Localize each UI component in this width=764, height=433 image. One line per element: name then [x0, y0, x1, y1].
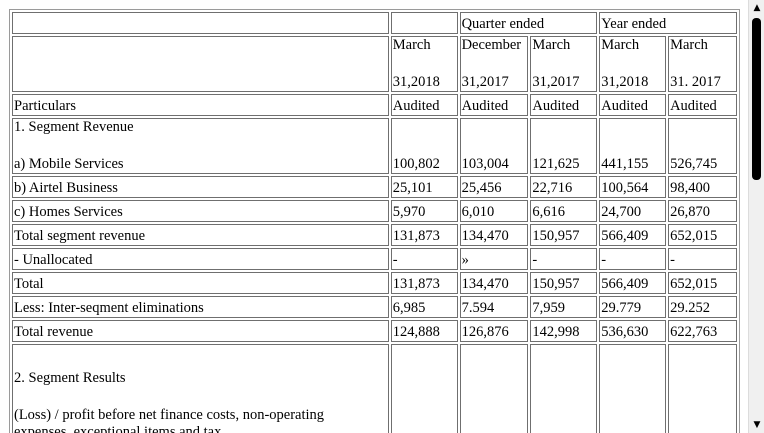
audited-label: Audited: [599, 94, 667, 116]
value-cell: 150,957: [530, 272, 598, 294]
column-date-header: March 31. 2017: [668, 36, 737, 92]
value-cell: 131,873: [390, 224, 458, 246]
value-cell: 134,470: [459, 224, 529, 246]
value-cell: 25,101: [390, 176, 458, 198]
document-viewport: Quarter ended Year ended March 31,2018 De…: [9, 9, 740, 433]
segment-revenue-row: 1. Segment Revenue a) Mobile Services 100…: [12, 118, 737, 174]
segment-results-heading: 2. Segment Results: [14, 370, 126, 386]
audited-label: Audited: [390, 94, 458, 116]
value-cell: [668, 344, 737, 433]
value-cell: 29.779: [599, 296, 667, 318]
value-cell: 7,959: [530, 296, 598, 318]
value-cell: 566,409: [599, 224, 667, 246]
scroll-down-icon[interactable]: ▼: [753, 420, 761, 430]
value-cell: -: [390, 248, 458, 270]
scrollbar-thumb[interactable]: [752, 18, 761, 180]
row-label: Total segment revenue: [12, 224, 389, 246]
value-cell: 134,470: [459, 272, 529, 294]
table-row: c) Homes Services 5,970 6,010 6,616 24,7…: [12, 200, 737, 222]
value-cell: 6,985: [390, 296, 458, 318]
value-cell: 7.594: [459, 296, 529, 318]
row-label: Total: [12, 272, 389, 294]
header-row-periods: Quarter ended Year ended: [12, 12, 737, 34]
value-cell: 126,876: [459, 320, 529, 342]
value-cell: 100,802: [390, 118, 458, 174]
column-date-header: March 31,2017: [530, 36, 598, 92]
value-cell: 24,700: [599, 200, 667, 222]
particulars-header: Particulars: [12, 94, 389, 116]
header-blank-cell: [390, 12, 458, 34]
value-cell: -: [668, 248, 737, 270]
row-label: b) Airtel Business: [12, 176, 389, 198]
value-cell: 124,888: [390, 320, 458, 342]
header-row-dates: March 31,2018 December 31,2017 March 31,201…: [12, 36, 737, 92]
value-cell: 6,616: [530, 200, 598, 222]
value-cell: 121,625: [530, 118, 598, 174]
value-cell: 29.252: [668, 296, 737, 318]
financial-results-table: Quarter ended Year ended March 31,2018 De…: [9, 9, 740, 433]
value-cell: »: [459, 248, 529, 270]
scroll-up-icon[interactable]: ▲: [753, 3, 761, 13]
value-cell: 100,564: [599, 176, 667, 198]
audited-label: Audited: [668, 94, 737, 116]
column-date-header: December 31,2017: [459, 36, 529, 92]
column-date-header: March 31,2018: [599, 36, 667, 92]
value-cell: [459, 344, 529, 433]
row-label: c) Homes Services: [12, 200, 389, 222]
value-cell: 25,456: [459, 176, 529, 198]
value-cell: 652,015: [668, 224, 737, 246]
value-cell: 131,873: [390, 272, 458, 294]
value-cell: 536,630: [599, 320, 667, 342]
value-cell: 622,763: [668, 320, 737, 342]
row-label: Less: Inter-seqment eliminations: [12, 296, 389, 318]
value-cell: [530, 344, 598, 433]
row-label: Total revenue: [12, 320, 389, 342]
row-label: 2. Segment Results (Loss) / profit befor…: [12, 344, 389, 433]
header-row-status: Particulars Audited Audited Audited Audi…: [12, 94, 737, 116]
value-cell: 441,155: [599, 118, 667, 174]
segment-results-row: 2. Segment Results (Loss) / profit befor…: [12, 344, 737, 433]
value-cell: 566,409: [599, 272, 667, 294]
value-cell: 652,015: [668, 272, 737, 294]
value-cell: -: [530, 248, 598, 270]
value-cell: [390, 344, 458, 433]
table-row: Total 131,873 134,470 150,957 566,409 65…: [12, 272, 737, 294]
value-cell: 26,870: [668, 200, 737, 222]
vertical-scrollbar[interactable]: ▲ ▼: [748, 0, 764, 433]
audited-label: Audited: [530, 94, 598, 116]
value-cell: 22,716: [530, 176, 598, 198]
value-cell: [599, 344, 667, 433]
table-row: Total segment revenue 131,873 134,470 15…: [12, 224, 737, 246]
value-cell: 98,400: [668, 176, 737, 198]
row-label: - Unallocated: [12, 248, 389, 270]
table-row: Total revenue 124,888 126,876 142,998 53…: [12, 320, 737, 342]
audited-label: Audited: [459, 94, 529, 116]
table-row: b) Airtel Business 25,101 25,456 22,716 …: [12, 176, 737, 198]
value-cell: -: [599, 248, 667, 270]
table-row: - Unallocated - » - - -: [12, 248, 737, 270]
column-date-header: March 31,2018: [390, 36, 458, 92]
value-cell: 526,745: [668, 118, 737, 174]
table-row: Less: Inter-seqment eliminations 6,985 7…: [12, 296, 737, 318]
row-label: 1. Segment Revenue a) Mobile Services: [12, 118, 389, 174]
value-cell: 142,998: [530, 320, 598, 342]
header-blank-cell: [12, 36, 389, 92]
segment-results-description: (Loss) / profit before net finance costs…: [14, 407, 325, 433]
year-ended-header: Year ended: [599, 12, 737, 34]
header-blank-cell: [12, 12, 389, 34]
quarter-ended-header: Quarter ended: [459, 12, 598, 34]
value-cell: 5,970: [390, 200, 458, 222]
value-cell: 6,010: [459, 200, 529, 222]
value-cell: 150,957: [530, 224, 598, 246]
value-cell: 103,004: [459, 118, 529, 174]
